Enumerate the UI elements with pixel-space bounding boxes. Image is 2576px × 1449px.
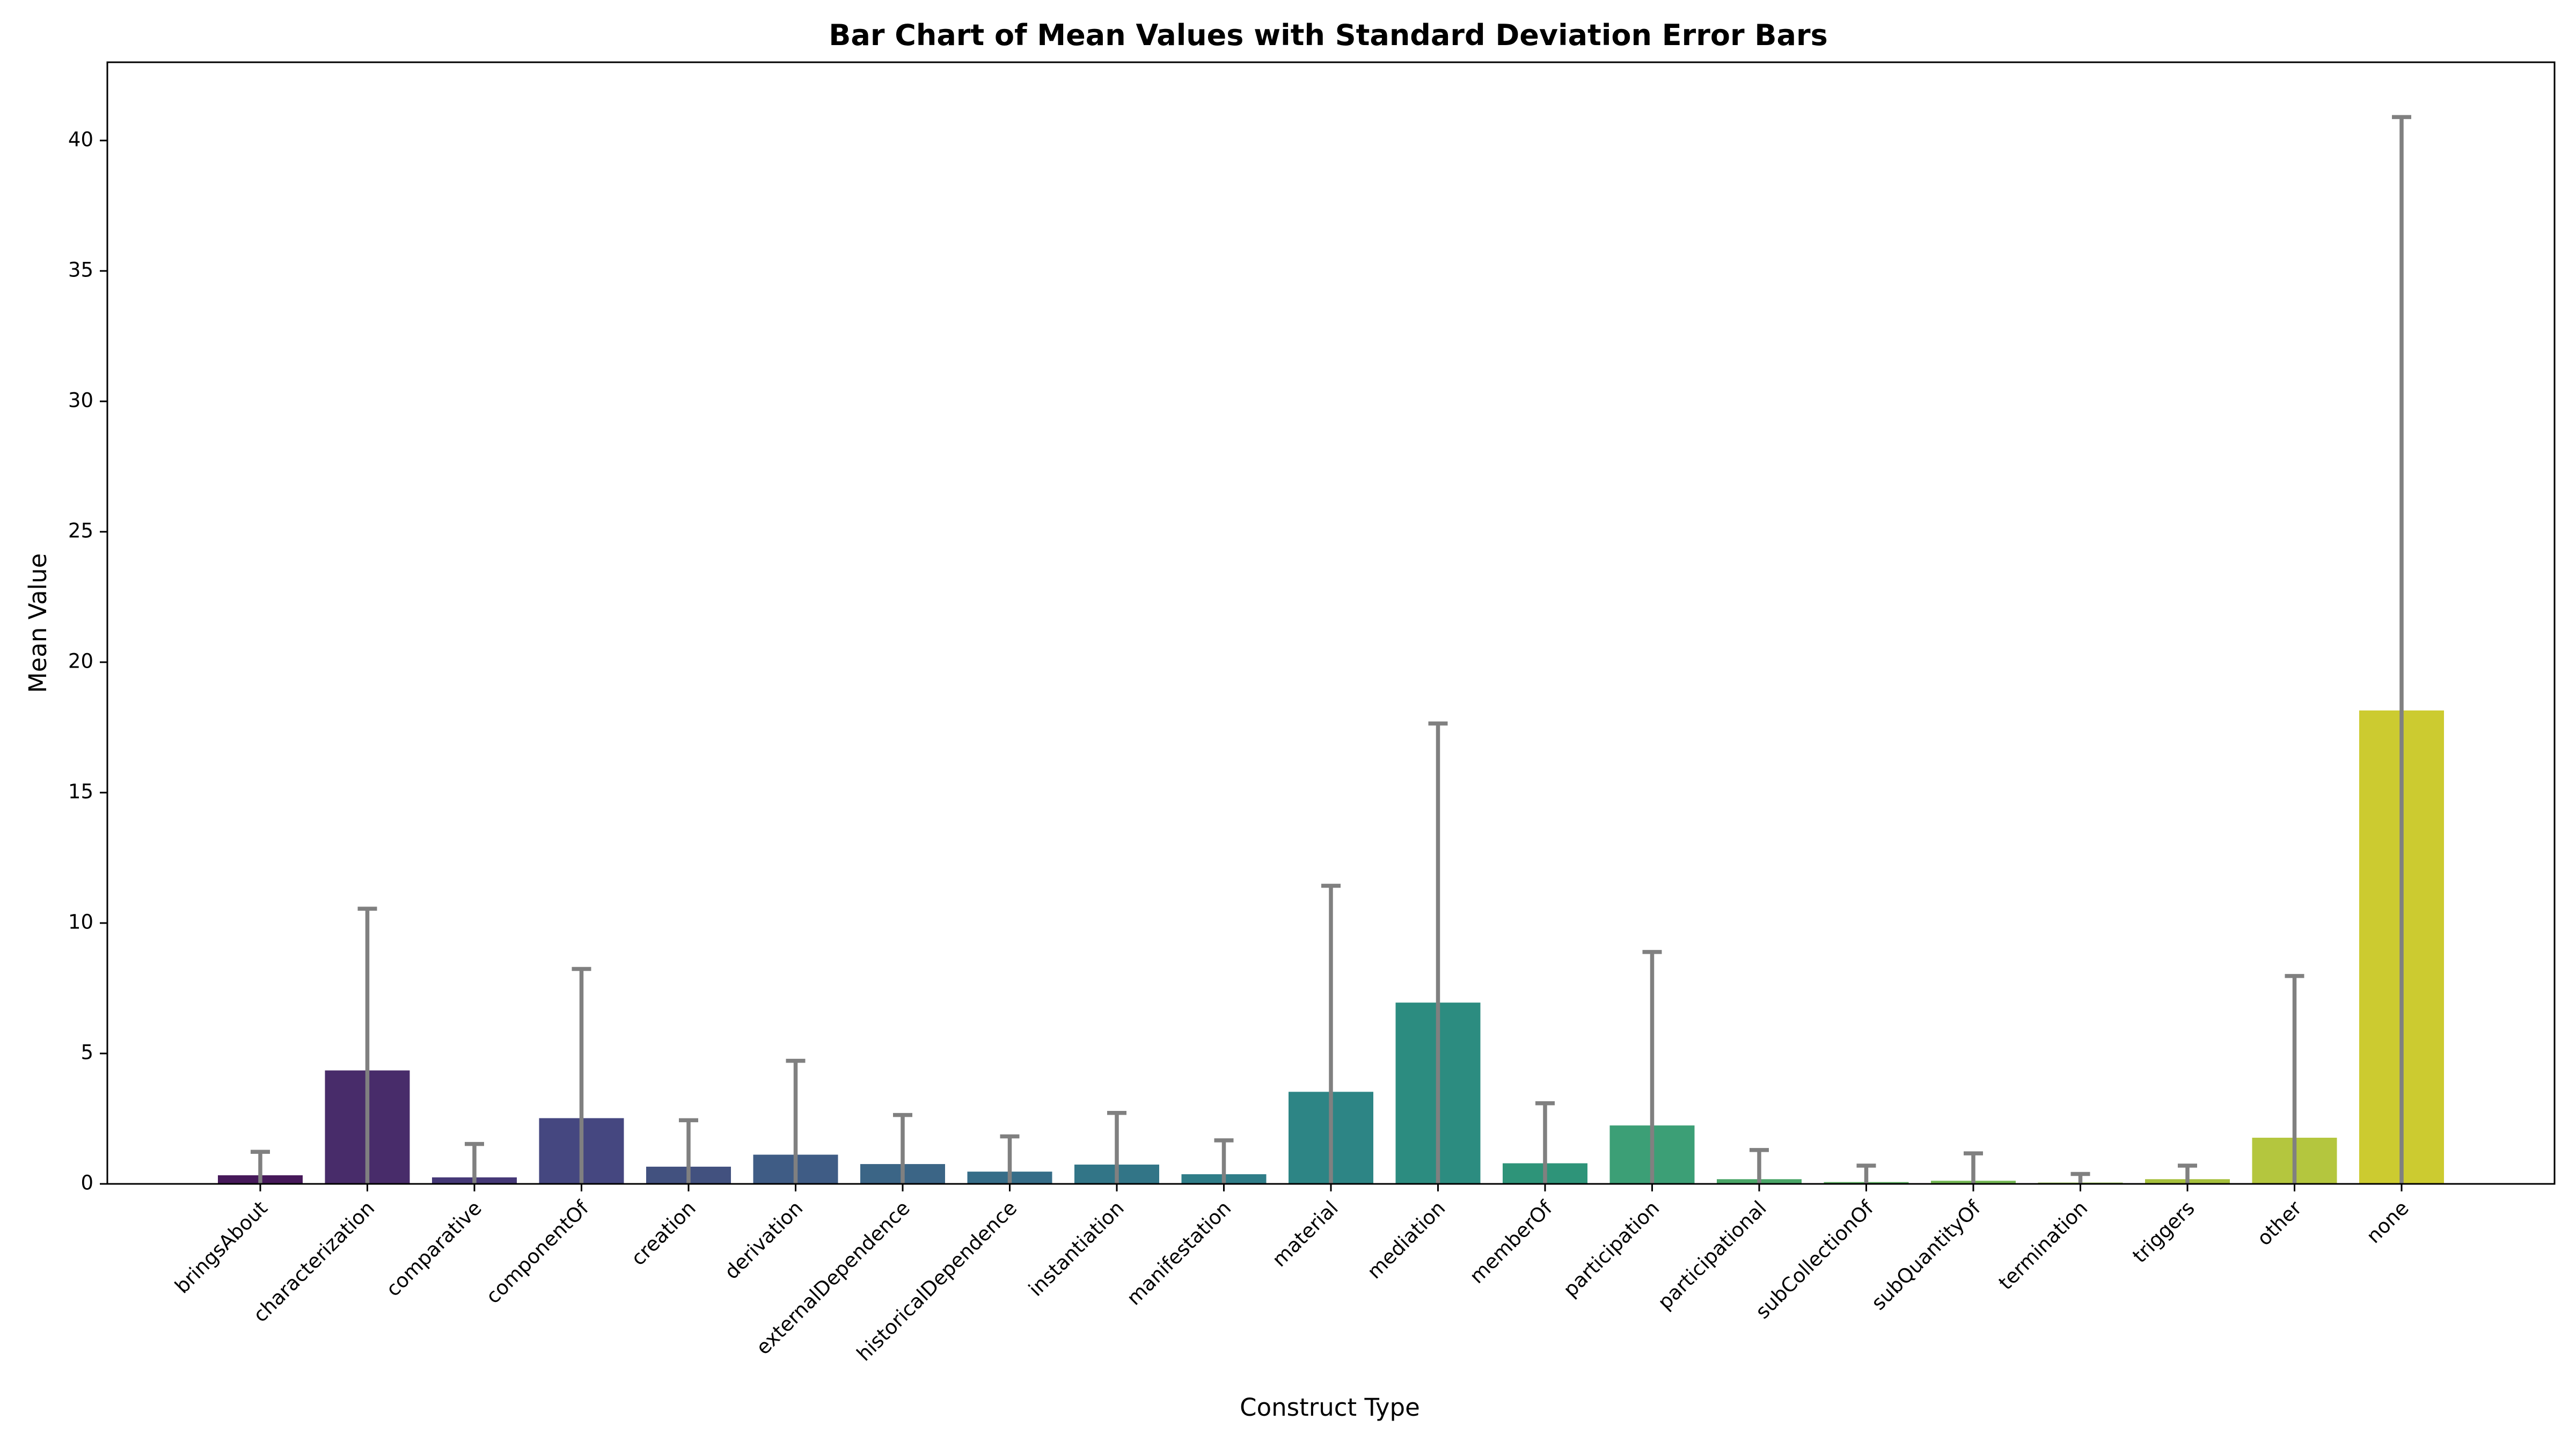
x-tick-label-termination: termination bbox=[1994, 1196, 2092, 1294]
x-tick-label-mediation: mediation bbox=[1363, 1196, 1450, 1283]
error-bar-creation bbox=[679, 1118, 698, 1184]
error-bar-characterization bbox=[357, 906, 377, 1184]
error-bar-other bbox=[2285, 974, 2304, 1184]
error-bar-termination bbox=[2070, 1172, 2090, 1184]
error-bar-historicalDependence bbox=[1000, 1134, 1020, 1184]
y-tick-label: 40 bbox=[68, 128, 93, 151]
error-bar-subQuantityOf bbox=[1964, 1151, 1983, 1184]
x-tick-label-triggers: triggers bbox=[2128, 1196, 2199, 1267]
error-bar-participation bbox=[1642, 950, 1662, 1184]
y-axis-label: Mean Value bbox=[24, 553, 52, 693]
y-tick-label: 20 bbox=[68, 649, 93, 672]
x-tick-label-subQuantityOf: subQuantityOf bbox=[1867, 1196, 1986, 1315]
x-tick-label-instantiation: instantiation bbox=[1024, 1196, 1128, 1300]
y-tick-label: 35 bbox=[68, 258, 93, 281]
error-bar-comparative bbox=[465, 1141, 484, 1184]
error-bar-material bbox=[1321, 883, 1341, 1184]
x-tick-label-comparative: comparative bbox=[382, 1196, 486, 1301]
x-tick-label-other: other bbox=[2252, 1196, 2307, 1250]
error-bar-instantiation bbox=[1107, 1111, 1126, 1184]
y-tick-label: 5 bbox=[80, 1041, 93, 1064]
error-bar-memberOf bbox=[1535, 1101, 1555, 1184]
error-bars-group bbox=[251, 115, 2411, 1184]
error-bar-derivation bbox=[786, 1058, 806, 1184]
x-tick-label-subCollectionOf: subCollectionOf bbox=[1751, 1196, 1878, 1323]
error-bar-externalDependence bbox=[893, 1113, 912, 1184]
error-bar-triggers bbox=[2178, 1163, 2197, 1184]
y-tick-label: 10 bbox=[68, 910, 93, 933]
error-bar-none bbox=[2392, 115, 2411, 1184]
y-tick-label: 15 bbox=[68, 780, 93, 803]
x-tick-label-none: none bbox=[2362, 1196, 2413, 1248]
x-tick-label-material: material bbox=[1268, 1196, 1343, 1271]
x-tick-label-memberOf: memberOf bbox=[1465, 1196, 1557, 1288]
chart-title: Bar Chart of Mean Values with Standard D… bbox=[829, 18, 1828, 52]
error-bar-mediation bbox=[1428, 721, 1448, 1184]
y-axis-ticks: 0 5 10 15 20 25 30 35 40 bbox=[68, 128, 107, 1195]
error-bar-participational bbox=[1750, 1148, 1769, 1184]
y-tick-label: 30 bbox=[68, 389, 93, 412]
x-tick-label-participation: participation bbox=[1559, 1196, 1664, 1301]
x-tick-label-manifestation: manifestation bbox=[1122, 1196, 1235, 1309]
x-axis-label: Construct Type bbox=[1240, 1393, 1420, 1422]
x-tick-label-componentOf: componentOf bbox=[481, 1196, 594, 1308]
error-bar-componentOf bbox=[572, 967, 591, 1184]
x-tick-label-bringsAbout: bringsAbout bbox=[171, 1196, 272, 1298]
x-tick-label-derivation: derivation bbox=[720, 1196, 808, 1284]
y-tick-label: 0 bbox=[80, 1172, 93, 1195]
x-tick-label-creation: creation bbox=[627, 1196, 700, 1270]
error-bar-subCollectionOf bbox=[1856, 1163, 1876, 1184]
error-bar-manifestation bbox=[1214, 1138, 1234, 1184]
y-tick-label: 25 bbox=[68, 519, 93, 542]
x-tick-label-participational: participational bbox=[1653, 1196, 1771, 1314]
error-bar-bringsAbout bbox=[251, 1150, 270, 1184]
